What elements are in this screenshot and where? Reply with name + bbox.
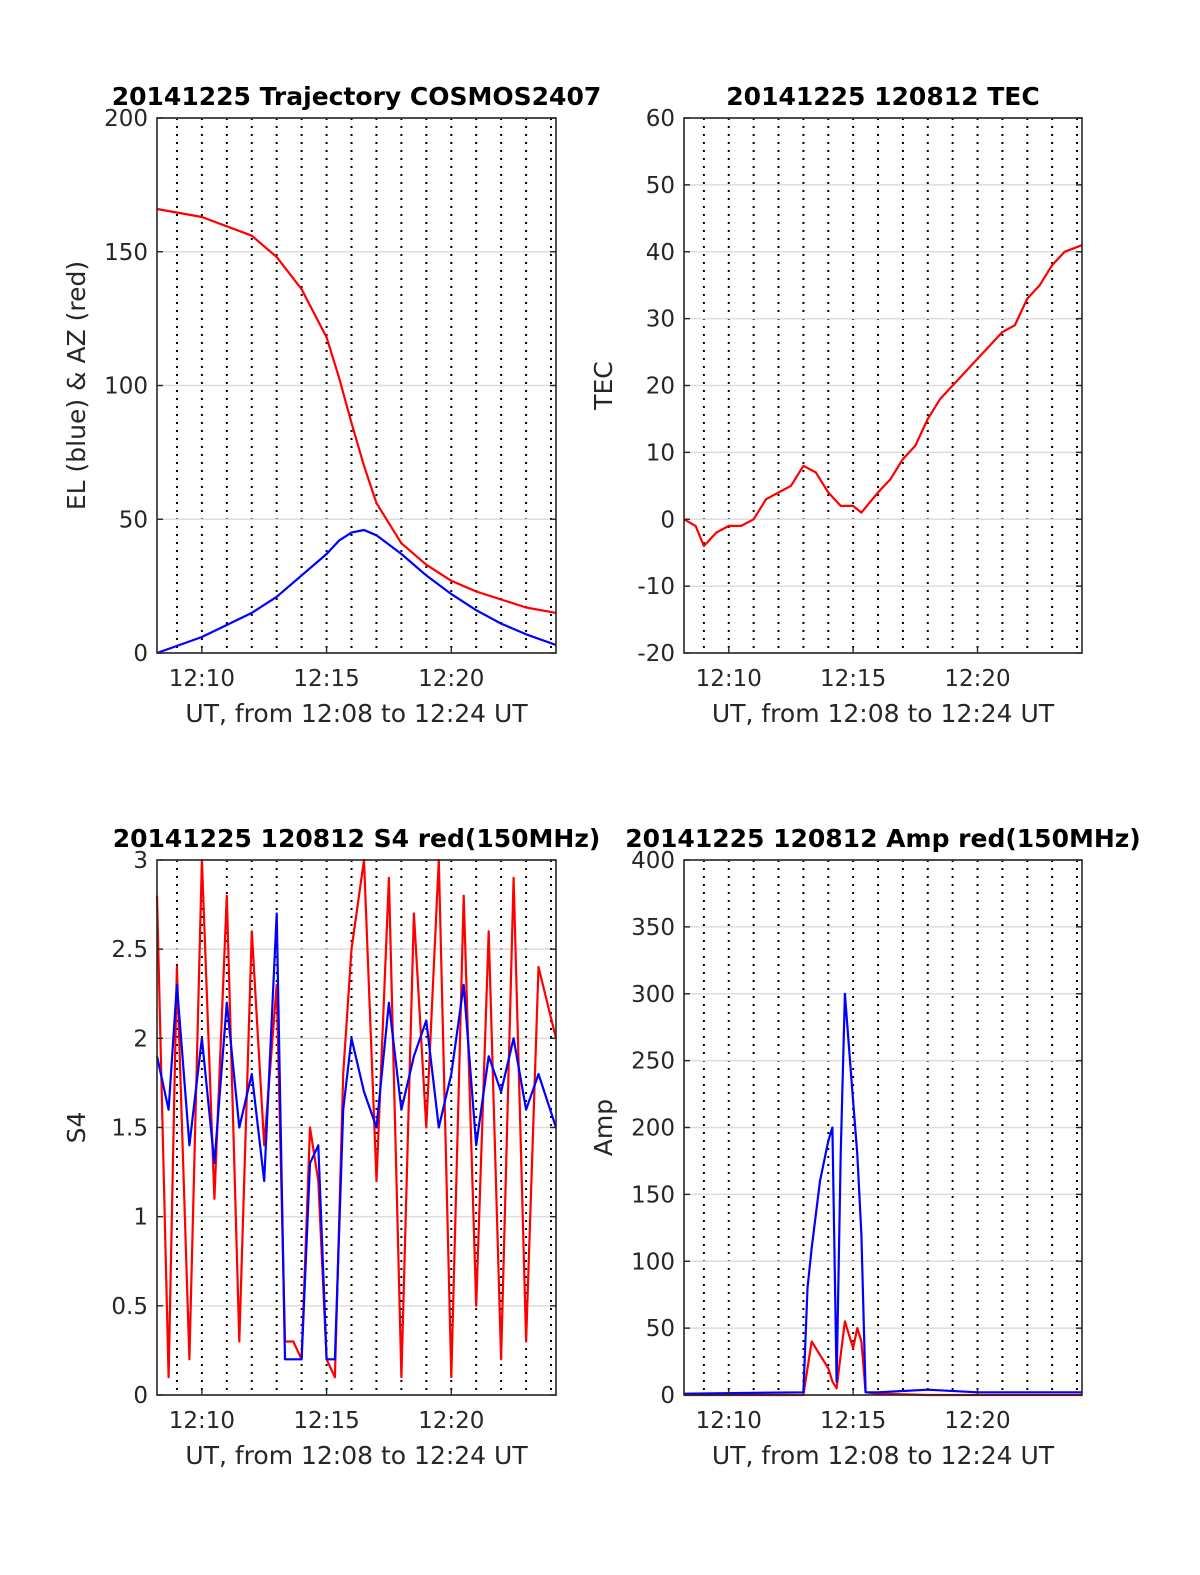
x-tick-label: 12:10 [169,666,235,692]
series-line-2 [683,992,1082,1395]
y-tick-label: 0.5 [111,1294,148,1320]
x-axis-label: UT, from 12:08 to 12:24 UT [712,699,1055,728]
y-tick-label: 200 [631,1116,675,1142]
y-tick-label: 0 [133,641,148,667]
x-tick-label: 12:15 [820,666,886,692]
chart-1: 0 50 100 150 200 12:10 12:15 12:20 20141225 Traj… [62,82,601,728]
y-tick-label: 2.5 [111,937,148,963]
y-tick-label: -10 [637,574,675,600]
y-axis-label: TEC [589,361,618,411]
vertical-gridlines [702,860,1079,1395]
x-tick-label: 12:10 [696,666,762,692]
y-tick-label: 2 [133,1026,148,1052]
y-tick-label: 100 [631,1249,675,1275]
x-tick-label: 12:20 [944,666,1010,692]
series-line-2 [156,528,557,655]
x-tick-label: 12:10 [696,1408,762,1434]
chart-4: 0 50 100 150 200 250 300 350 400 12:10 12:15 12:20 2… [589,824,1141,1470]
series-line-2 [155,912,558,1361]
x-tick-label: 12:15 [820,1408,886,1434]
y-tick-label: -20 [637,641,675,667]
y-tick-label: 200 [104,106,148,132]
x-axis-label: UT, from 12:08 to 12:24 UT [185,1441,528,1470]
x-axis-label: UT, from 12:08 to 12:24 UT [185,699,528,728]
y-tick-label: 3 [133,848,148,874]
y-tick-label: 30 [646,307,675,333]
y-axis-label: Amp [589,1099,618,1156]
horizontal-gridlines [684,117,1082,654]
vertical-gridlines [175,118,553,653]
x-tick-label: 12:15 [293,1408,359,1434]
x-tick-label: 12:20 [418,1408,484,1434]
x-axis-label: UT, from 12:08 to 12:24 UT [712,1441,1055,1470]
series-line-1 [683,244,1083,548]
chart-title: 20141225 Trajectory COSMOS2407 [112,82,602,111]
series-line-1 [156,207,557,614]
y-tick-label: 40 [646,240,675,266]
horizontal-gridlines [684,859,1082,1396]
y-tick-label: 20 [646,374,675,400]
series-group [683,244,1083,548]
series-line-1 [684,1320,1082,1397]
y-axis-label: EL (blue) & AZ (red) [62,261,91,510]
y-axis-label: S4 [62,1112,91,1144]
y-tick-label: 0 [660,1383,675,1409]
y-tick-label: 400 [631,848,675,874]
chart-title: 20141225 120812 TEC [726,82,1039,111]
horizontal-gridlines [157,117,556,654]
x-tick-label: 12:20 [418,666,484,692]
series-group [156,207,557,655]
y-tick-label: 0 [133,1383,148,1409]
chart-2: -20 -10 0 10 20 30 40 50 60 12:10 12:15 12:20 201412… [589,82,1083,728]
y-tick-label: 350 [631,915,675,941]
x-tick-label: 12:15 [293,666,359,692]
y-tick-label: 1.5 [111,1116,148,1142]
series-group [155,858,558,1379]
y-tick-label: 50 [119,507,148,533]
chart-title: 20141225 120812 S4 red(150MHz) [113,824,601,853]
vertical-gridlines [702,118,1079,653]
y-tick-label: 300 [631,982,675,1008]
chart-3: 0 0.5 1 1.5 2 2.5 3 12:10 12:15 12:20 20141225 120… [62,824,600,1470]
y-tick-label: 150 [104,240,148,266]
series-group [683,992,1082,1397]
y-tick-label: 0 [660,507,675,533]
x-tick-label: 12:10 [169,1408,235,1434]
chart-title: 20141225 120812 Amp red(150MHz) [625,824,1141,853]
y-tick-label: 10 [646,440,675,466]
y-tick-label: 60 [646,106,675,132]
y-tick-label: 150 [631,1182,675,1208]
y-tick-label: 100 [104,374,148,400]
y-tick-label: 50 [646,1316,675,1342]
y-tick-label: 1 [133,1205,148,1231]
y-tick-label: 250 [631,1049,675,1075]
y-tick-label: 50 [646,173,675,199]
x-tick-label: 12:20 [944,1408,1010,1434]
